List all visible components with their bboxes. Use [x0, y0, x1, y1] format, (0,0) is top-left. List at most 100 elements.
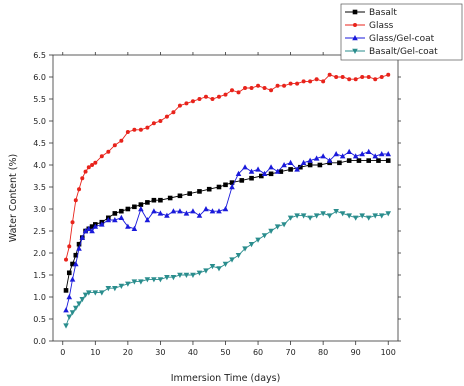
data-point-glass-gel-coat — [69, 276, 76, 282]
data-point-basalt — [119, 208, 124, 214]
data-point-basalt-gel-coat — [118, 283, 125, 289]
y-tick-label: 6.0 — [33, 73, 46, 82]
data-point-glass-gel-coat — [378, 151, 385, 157]
y-tick-label: 4.5 — [33, 139, 46, 148]
data-point-glass-gel-coat — [151, 208, 157, 214]
data-point-glass-gel-coat — [365, 148, 372, 154]
plot-frame — [52, 54, 399, 342]
data-point-glass — [223, 92, 228, 97]
data-point-glass — [77, 187, 82, 192]
series-line-basalt-gel-coat — [65, 210, 389, 326]
data-point-basalt — [223, 182, 228, 188]
data-point-basalt — [63, 288, 69, 293]
data-point-glass-gel-coat — [177, 208, 183, 214]
data-point-basalt-gel-coat — [352, 215, 359, 221]
data-point-basalt — [307, 162, 313, 168]
series-glass — [64, 72, 391, 262]
data-point-glass — [373, 77, 378, 82]
data-point-glass — [243, 86, 248, 90]
data-point-glass — [321, 79, 326, 84]
data-point-basalt-gel-coat — [235, 253, 242, 259]
y-tick-label: 2.5 — [33, 227, 46, 236]
legend-marker-glass — [353, 23, 357, 27]
y-tick-label: 5.5 — [33, 95, 46, 104]
data-point-basalt-gel-coat — [209, 264, 216, 270]
data-point-basalt-gel-coat — [222, 261, 229, 267]
data-point-glass-gel-coat — [183, 210, 190, 216]
data-point-glass — [301, 79, 306, 84]
data-point-glass-gel-coat — [99, 221, 105, 227]
data-point-glass-gel-coat — [268, 164, 274, 170]
data-point-glass — [282, 83, 287, 88]
data-point-basalt-gel-coat — [79, 297, 86, 303]
legend-label-glass: Glass — [369, 21, 394, 31]
axes: 0 10 20 30 40 50 60 70 80 90 100 0.0 0.5 1.0 1.5 2.0 2.5… — [33, 51, 401, 357]
data-point-glass — [236, 90, 241, 95]
x-tick-label: 40 — [188, 348, 198, 357]
x-tick-label: 90 — [351, 348, 361, 357]
data-point-glass-gel-coat — [66, 294, 73, 300]
data-point-basalt-gel-coat — [359, 213, 365, 219]
data-point-basalt-gel-coat — [66, 314, 73, 320]
data-point-glass — [288, 81, 293, 86]
y-tick-label: 0.5 — [33, 315, 46, 324]
data-point-basalt — [206, 186, 212, 192]
data-point-glass — [112, 143, 117, 148]
data-point-basalt-gel-coat — [69, 310, 76, 316]
series-line-basalt — [65, 160, 389, 291]
series-line-glass — [65, 74, 389, 260]
data-point-glass-gel-coat — [326, 157, 333, 163]
y-tick-label: 2.0 — [33, 249, 46, 258]
x-tick-label: 30 — [155, 348, 165, 357]
x-tick-label: 70 — [286, 348, 296, 357]
data-point-basalt-gel-coat — [144, 277, 151, 283]
data-point-glass — [366, 75, 371, 79]
y-tick-label: 5.0 — [33, 117, 46, 126]
data-point-glass-gel-coat — [281, 162, 287, 168]
data-point-glass — [347, 77, 352, 82]
data-point-glass — [308, 79, 313, 84]
data-point-glass — [106, 149, 111, 154]
data-point-glass — [138, 127, 143, 132]
data-point-glass-gel-coat — [229, 184, 235, 190]
data-point-basalt — [229, 180, 235, 185]
data-point-glass — [197, 97, 202, 101]
data-point-glass-gel-coat — [372, 153, 379, 159]
data-point-glass — [158, 119, 163, 123]
data-point-glass-gel-coat — [359, 151, 365, 157]
data-point-glass — [230, 88, 235, 93]
data-point-glass-gel-coat — [112, 217, 118, 223]
data-point-glass-gel-coat — [105, 217, 112, 223]
data-point-basalt — [112, 211, 118, 216]
data-point-glass — [83, 169, 88, 174]
y-tick-label: 3.5 — [33, 183, 46, 192]
data-point-basalt — [298, 164, 303, 170]
data-point-glass-gel-coat — [346, 148, 352, 154]
data-point-basalt — [239, 178, 245, 183]
data-point-basalt-gel-coat — [307, 215, 313, 221]
x-tick-label: 50 — [220, 348, 230, 357]
data-point-basalt-gel-coat — [196, 270, 203, 276]
data-point-glass — [353, 77, 358, 82]
data-point-glass — [334, 75, 339, 79]
data-point-basalt — [346, 158, 352, 163]
data-point-glass — [93, 160, 98, 165]
data-point-basalt-gel-coat — [86, 290, 92, 296]
data-point-basalt-gel-coat — [339, 211, 346, 217]
data-point-basalt — [366, 158, 372, 163]
data-point-glass — [190, 99, 195, 104]
data-point-basalt-gel-coat — [372, 213, 379, 219]
data-point-glass-gel-coat — [63, 307, 69, 313]
data-point-basalt-gel-coat — [76, 301, 82, 307]
data-point-glass — [210, 97, 215, 101]
data-point-glass-gel-coat — [79, 234, 86, 240]
data-point-glass — [340, 75, 345, 79]
data-point-basalt-gel-coat — [268, 228, 274, 234]
legend-label-glass-gel-coat: Glass/Gel-coat — [369, 34, 435, 44]
data-point-glass-gel-coat — [300, 159, 307, 165]
data-point-glass-gel-coat — [248, 168, 255, 174]
data-point-glass-gel-coat — [261, 170, 268, 176]
data-point-glass-gel-coat — [255, 166, 261, 172]
